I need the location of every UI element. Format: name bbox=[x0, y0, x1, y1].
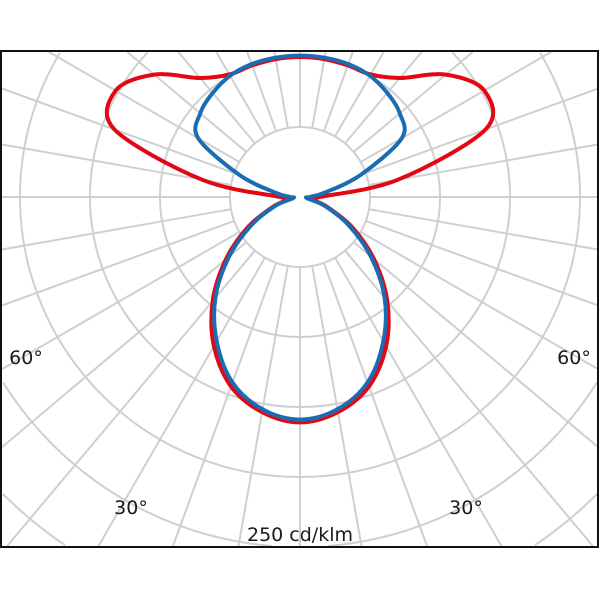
grid-spoke bbox=[368, 143, 598, 186]
grid-spoke bbox=[126, 51, 248, 153]
grid-spoke bbox=[352, 241, 598, 447]
grid-spoke bbox=[360, 231, 598, 370]
grid-spoke bbox=[1, 241, 248, 448]
grid-spoke bbox=[322, 262, 428, 547]
angle-label-right-60: 60° bbox=[557, 347, 591, 369]
grid-spoke bbox=[1, 208, 232, 251]
chart-frame bbox=[0, 50, 599, 548]
grid-ring bbox=[229, 126, 371, 268]
grid-spoke bbox=[273, 51, 289, 129]
grid-ring bbox=[19, 52, 581, 478]
grid-ring bbox=[2, 381, 273, 547]
grid-spoke bbox=[365, 219, 598, 307]
grid-spoke bbox=[311, 51, 327, 129]
grid-spoke bbox=[352, 51, 474, 153]
grid-spoke bbox=[1, 143, 232, 186]
angle-label-left-60: 60° bbox=[9, 347, 43, 369]
grid-spoke bbox=[1, 219, 235, 307]
angle-label-right-30: 30° bbox=[449, 497, 483, 519]
grid-spoke bbox=[172, 262, 278, 547]
grid-spoke bbox=[311, 265, 363, 547]
grid-spoke bbox=[344, 51, 423, 145]
grid-ring bbox=[451, 51, 511, 197]
grid-ring bbox=[327, 381, 598, 547]
grid-ring bbox=[2, 493, 66, 547]
grid-spoke bbox=[368, 208, 598, 251]
curves bbox=[104, 53, 496, 425]
angle-label-left-30: 30° bbox=[114, 497, 148, 519]
grid-ring bbox=[89, 51, 511, 408]
grid-spoke bbox=[48, 51, 240, 163]
grid-spoke bbox=[97, 257, 266, 547]
grid-ring bbox=[534, 493, 598, 547]
grid-ring bbox=[539, 52, 581, 197]
grid-spoke bbox=[360, 51, 552, 163]
series-curve-2 bbox=[193, 53, 407, 422]
grid-spoke bbox=[177, 51, 256, 145]
grid-spoke bbox=[215, 51, 266, 137]
grid-spoke bbox=[334, 51, 385, 137]
grid-spoke bbox=[237, 265, 289, 547]
polar-grid bbox=[1, 51, 598, 547]
grid-spoke bbox=[1, 231, 240, 370]
scale-label: 250 cd/klm bbox=[247, 524, 353, 546]
grid-spoke bbox=[334, 257, 503, 547]
